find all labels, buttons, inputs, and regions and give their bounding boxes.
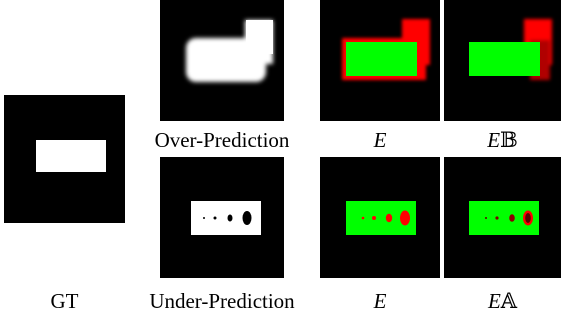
under-EA-caption-a: 𝔸 [500, 289, 518, 313]
over-prediction-E-panel [320, 0, 440, 121]
over-prediction-image [186, 20, 273, 82]
gt-mask-image [36, 140, 106, 172]
under-E-caption: E [373, 289, 387, 313]
over-correct-region [346, 42, 417, 76]
under-prediction-E-image [346, 201, 416, 235]
over-prediction-E-image [342, 19, 430, 80]
over-EB-caption-e: E [487, 128, 501, 152]
over-prediction-EB-image [469, 19, 552, 80]
under-prediction-panel [160, 157, 284, 278]
over-prediction-EB-panel [444, 0, 561, 121]
under-EA-caption: E𝔸 [444, 289, 561, 313]
over-prediction-caption: Over-Prediction [154, 128, 290, 152]
under-prediction-EA-panel [444, 157, 561, 278]
under-prediction-caption: Under-Prediction [149, 289, 295, 313]
gt-rectangle [36, 140, 106, 172]
over-E-caption: E [373, 128, 387, 152]
under-prediction-EA-image [469, 201, 539, 235]
under-EA-caption-e: E [487, 289, 501, 313]
over-EB-caption: E𝔹 [444, 128, 561, 152]
under-prediction-E-panel [320, 157, 440, 278]
over-EB-caption-b: 𝔹 [500, 128, 518, 152]
under-prediction-image [191, 201, 261, 235]
gt-panel [4, 95, 125, 223]
gt-caption: GT [50, 289, 79, 313]
over-prediction-panel [160, 0, 284, 121]
